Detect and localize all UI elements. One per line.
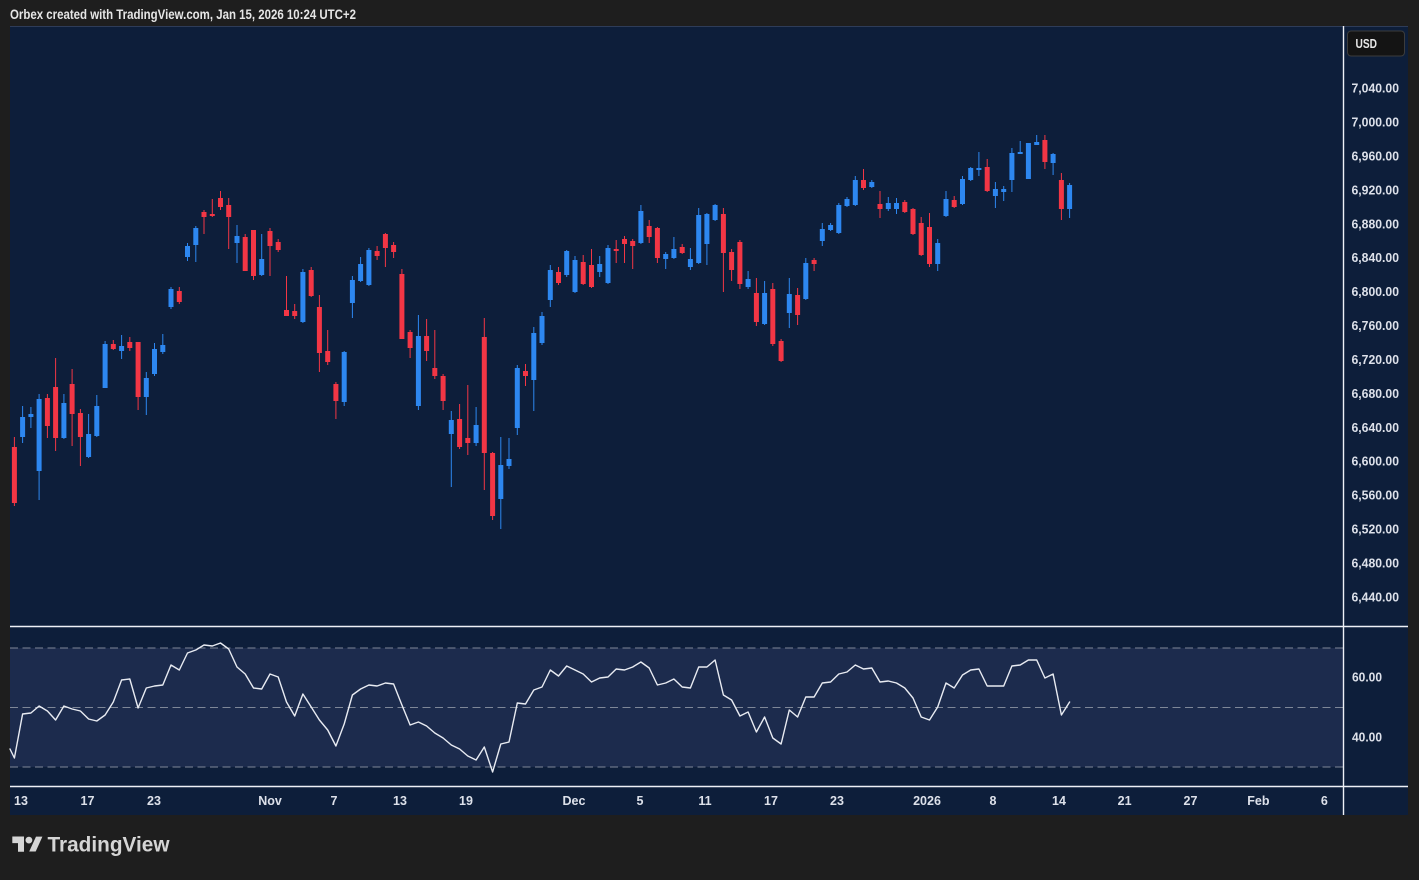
svg-text:40.00: 40.00 xyxy=(1352,730,1382,745)
svg-text:14: 14 xyxy=(1052,794,1066,808)
svg-text:7: 7 xyxy=(331,794,338,808)
svg-text:11: 11 xyxy=(698,794,711,808)
svg-text:6,640.00: 6,640.00 xyxy=(1352,420,1400,435)
svg-text:27: 27 xyxy=(1184,794,1198,808)
svg-text:6,880.00: 6,880.00 xyxy=(1352,216,1400,231)
svg-text:6,560.00: 6,560.00 xyxy=(1352,488,1400,503)
svg-text:6,760.00: 6,760.00 xyxy=(1352,318,1400,333)
svg-text:6,440.00: 6,440.00 xyxy=(1352,589,1400,604)
svg-text:23: 23 xyxy=(147,794,161,808)
svg-text:21: 21 xyxy=(1118,794,1132,808)
svg-text:TradingView: TradingView xyxy=(48,834,171,857)
svg-text:6,520.00: 6,520.00 xyxy=(1352,522,1400,537)
svg-text:6,800.00: 6,800.00 xyxy=(1352,284,1400,299)
svg-text:5: 5 xyxy=(637,794,644,808)
svg-text:6,960.00: 6,960.00 xyxy=(1352,148,1400,163)
svg-text:13: 13 xyxy=(14,794,28,808)
svg-text:USD: USD xyxy=(1356,37,1378,51)
svg-text:6: 6 xyxy=(1321,794,1328,808)
svg-text:7,000.00: 7,000.00 xyxy=(1352,115,1400,130)
svg-text:Orbex created with TradingView: Orbex created with TradingView.com, Jan … xyxy=(10,7,356,22)
svg-text:13: 13 xyxy=(393,794,407,808)
svg-text:23: 23 xyxy=(830,794,844,808)
svg-text:6,680.00: 6,680.00 xyxy=(1352,386,1400,401)
svg-text:6,480.00: 6,480.00 xyxy=(1352,556,1400,571)
svg-text:Feb: Feb xyxy=(1247,794,1270,808)
svg-text:19: 19 xyxy=(459,794,473,808)
svg-text:17: 17 xyxy=(81,794,95,808)
svg-text:2026: 2026 xyxy=(913,794,941,808)
svg-text:Nov: Nov xyxy=(258,794,282,808)
svg-text:7,040.00: 7,040.00 xyxy=(1352,81,1400,96)
svg-text:60.00: 60.00 xyxy=(1352,670,1382,685)
svg-text:6,720.00: 6,720.00 xyxy=(1352,352,1400,367)
svg-text:6,840.00: 6,840.00 xyxy=(1352,250,1400,265)
svg-text:6,600.00: 6,600.00 xyxy=(1352,454,1400,469)
svg-text:6,920.00: 6,920.00 xyxy=(1352,182,1400,197)
svg-text:17: 17 xyxy=(764,794,778,808)
svg-text:8: 8 xyxy=(990,794,997,808)
svg-text:Dec: Dec xyxy=(563,794,586,808)
